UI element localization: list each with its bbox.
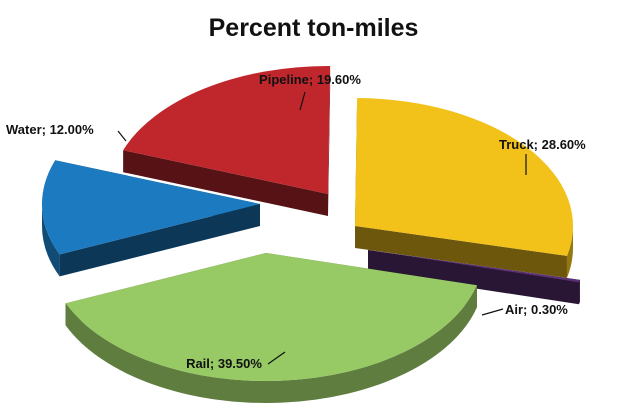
data-label-air: Air; 0.30% xyxy=(505,302,568,317)
slice-air xyxy=(368,250,580,305)
slice-top xyxy=(42,160,261,255)
leader-line xyxy=(481,308,504,316)
slice-top xyxy=(123,66,331,194)
slice-pipeline xyxy=(123,66,331,217)
slice-top xyxy=(355,98,573,256)
slice-wall xyxy=(368,250,579,305)
data-label-rail: Rail; 39.50% xyxy=(186,356,262,371)
slice-wall xyxy=(59,204,260,277)
chart-title: Percent ton-miles xyxy=(208,14,419,42)
slice-side xyxy=(566,226,573,278)
slice-truck xyxy=(355,98,573,278)
slice-top xyxy=(368,250,580,283)
slice-rail xyxy=(65,253,477,403)
slice-wall xyxy=(123,150,329,216)
data-label-water: Water; 12.00% xyxy=(6,122,94,137)
slice-side xyxy=(42,204,60,277)
slice-side xyxy=(578,279,580,305)
slice-water xyxy=(42,160,261,277)
data-label-truck: Truck; 28.60% xyxy=(499,137,586,152)
slice-wall xyxy=(355,226,567,278)
data-label-pipeline: Pipeline; 19.60% xyxy=(259,72,361,87)
leader-line xyxy=(299,91,306,111)
leader-line xyxy=(117,130,127,142)
slice-wall xyxy=(328,66,331,217)
slice-top xyxy=(65,253,477,381)
slice-side xyxy=(65,285,477,403)
leader-line xyxy=(267,351,286,365)
